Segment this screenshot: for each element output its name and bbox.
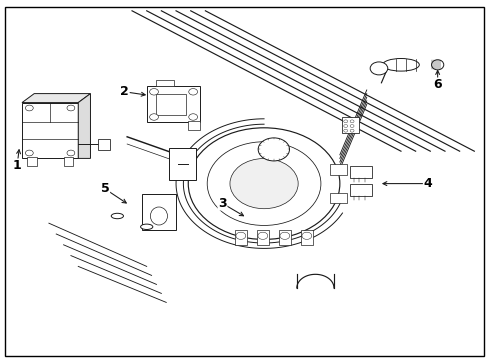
Circle shape xyxy=(149,114,158,120)
Bar xyxy=(156,94,185,115)
Circle shape xyxy=(67,150,75,156)
Circle shape xyxy=(349,129,353,132)
Circle shape xyxy=(188,128,339,239)
Circle shape xyxy=(25,105,33,111)
Text: 6: 6 xyxy=(432,78,441,91)
Ellipse shape xyxy=(111,213,123,219)
Circle shape xyxy=(343,129,347,132)
Polygon shape xyxy=(22,94,90,103)
Bar xyxy=(188,121,200,130)
Ellipse shape xyxy=(150,207,167,225)
Circle shape xyxy=(369,62,387,75)
Ellipse shape xyxy=(382,58,418,71)
Bar xyxy=(156,80,173,86)
Circle shape xyxy=(301,232,311,239)
Bar xyxy=(234,230,246,245)
Bar xyxy=(349,184,371,196)
Bar xyxy=(63,157,73,166)
Circle shape xyxy=(25,150,33,156)
Circle shape xyxy=(188,114,197,120)
Ellipse shape xyxy=(141,224,153,230)
Text: 5: 5 xyxy=(101,183,109,195)
Circle shape xyxy=(349,120,353,123)
Circle shape xyxy=(258,138,289,161)
Circle shape xyxy=(349,125,353,127)
Circle shape xyxy=(236,232,245,239)
Bar xyxy=(349,166,371,178)
Bar xyxy=(142,194,176,230)
Circle shape xyxy=(188,89,197,95)
Bar xyxy=(278,230,290,245)
Circle shape xyxy=(258,232,267,239)
Circle shape xyxy=(67,105,75,111)
Circle shape xyxy=(149,89,158,95)
Bar xyxy=(342,117,359,133)
Bar xyxy=(256,230,268,245)
Ellipse shape xyxy=(430,60,443,70)
Bar xyxy=(329,164,346,175)
Circle shape xyxy=(207,142,320,225)
Polygon shape xyxy=(78,94,90,158)
Bar xyxy=(300,230,312,245)
Text: 2: 2 xyxy=(120,85,129,98)
Bar xyxy=(22,103,78,158)
Circle shape xyxy=(343,120,347,123)
Text: 3: 3 xyxy=(218,197,226,210)
Bar xyxy=(27,157,37,166)
Bar xyxy=(146,86,200,122)
Circle shape xyxy=(229,158,298,209)
Bar xyxy=(168,148,195,180)
Text: 1: 1 xyxy=(13,159,21,172)
Circle shape xyxy=(279,232,289,239)
Text: 4: 4 xyxy=(423,177,431,190)
Bar xyxy=(98,139,110,150)
Bar xyxy=(329,193,346,203)
Circle shape xyxy=(343,125,347,127)
